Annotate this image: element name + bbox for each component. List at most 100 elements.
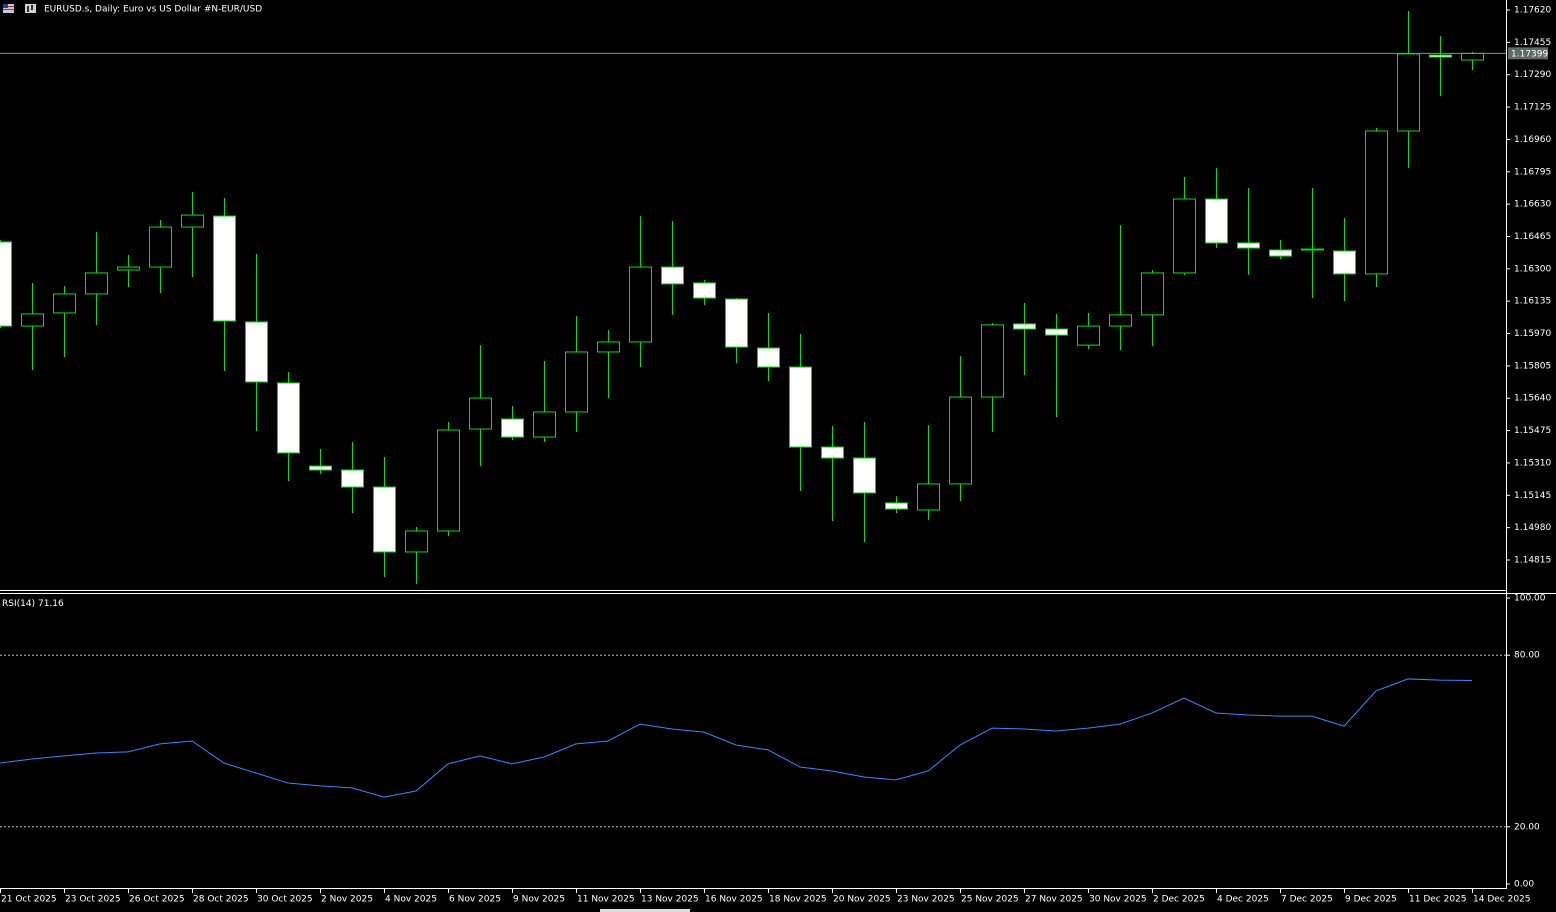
candle-body [341,469,364,488]
y-tick-label: 0.00 [1514,880,1534,890]
x-tick-label: 13 Nov 2025 [641,895,699,905]
x-tick-label: 2 Dec 2025 [1153,895,1205,905]
candle-body [1333,250,1356,275]
y-tick-label: 1.17290 [1514,70,1551,80]
candle-body [117,266,140,271]
indicator-name: RSI(14) [2,599,35,609]
x-tick-label: 20 Nov 2025 [833,895,891,905]
indicator-value: 71.16 [38,599,64,609]
flag-icon [3,4,8,8]
candle-body [1141,272,1164,316]
candle-body [629,266,652,343]
candle-body [21,313,44,327]
candle-body [1077,325,1100,346]
x-tick-label: 23 Oct 2025 [65,895,121,905]
x-tick-label: 4 Nov 2025 [385,895,437,905]
y-tick-label: 1.16135 [1514,297,1551,307]
y-tick-label: 1.17455 [1514,38,1551,48]
candle-body [213,215,236,322]
candle-body [981,324,1004,398]
candle-body [885,502,908,510]
scrollbar[interactable] [600,909,690,912]
candle-body [469,397,492,430]
flag-icon [3,6,14,7]
last-price-label: 1.17399 [1511,49,1548,59]
x-tick-label: 16 Nov 2025 [705,895,763,905]
y-tick-label: 1.17620 [1514,6,1551,16]
candle-body [853,457,876,494]
candle-body [949,396,972,485]
y-tick-label: 1.15640 [1514,394,1551,404]
candle-body [1045,328,1068,336]
candle-body [373,486,396,553]
candle-body [437,429,460,532]
x-tick-label: 6 Nov 2025 [449,895,501,905]
candle-body [277,382,300,454]
y-tick-label: 1.15805 [1514,361,1551,371]
chart-icon [31,5,33,10]
x-tick-label: 25 Nov 2025 [961,895,1019,905]
y-tick-label: 1.15310 [1514,458,1551,468]
x-tick-label: 23 Nov 2025 [897,895,955,905]
y-tick-label: 1.14815 [1514,556,1551,566]
y-tick-label: 1.17125 [1514,103,1551,113]
x-tick-label: 2 Nov 2025 [321,895,373,905]
candle-body [85,272,108,295]
chart-title: EURUSD.s, Daily: Euro vs US Dollar #N-EU… [44,5,262,15]
candle-body [1173,198,1196,274]
candle-body [1013,323,1036,330]
chart-icon [27,6,29,12]
indicator-label: RSI(14) 71.16 [2,599,64,609]
x-tick-label: 21 Oct 2025 [1,895,57,905]
x-tick-label: 30 Nov 2025 [1089,895,1147,905]
y-tick-label: 1.14980 [1514,523,1551,533]
candle-body [821,446,844,459]
candle-body [149,226,172,268]
y-tick-label: 1.16300 [1514,264,1551,274]
x-tick-label: 11 Nov 2025 [577,895,635,905]
x-tick-label: 11 Dec 2025 [1409,895,1467,905]
y-tick-label: 1.16960 [1514,135,1551,145]
candle-body [693,282,716,299]
candle-body [1269,249,1292,257]
x-tick-label: 18 Nov 2025 [769,895,827,905]
last-price-tag [1508,47,1548,60]
candle-body [0,241,12,327]
candle-body [789,366,812,448]
candle-body [1237,242,1260,249]
candle-body [405,530,428,553]
y-tick-label: 20.00 [1514,822,1540,832]
candle-body [597,341,620,353]
x-tick-label: 27 Nov 2025 [1025,895,1083,905]
x-tick-label: 28 Oct 2025 [193,895,249,905]
y-tick-label: 1.15970 [1514,329,1551,339]
candle-body [53,293,76,314]
candle-body [245,321,268,383]
x-tick-label: 9 Dec 2025 [1345,895,1397,905]
x-tick-label: 26 Oct 2025 [129,895,185,905]
candle-body [1397,53,1420,132]
flag-icon [3,9,14,10]
flag-icon [3,4,14,13]
candle-body [565,351,588,413]
candle-body [181,214,204,228]
y-tick-label: 1.16795 [1514,167,1551,177]
candle-body [725,298,748,348]
candle-body [533,411,556,438]
x-tick-label: 4 Dec 2025 [1217,895,1269,905]
candle-body [1429,54,1452,58]
rsi-line [0,678,1473,798]
y-tick-label: 1.15475 [1514,426,1551,436]
candle-body [309,465,332,471]
x-tick-label: 14 Dec 2025 [1473,895,1531,905]
candle-body [501,418,524,438]
candle-body [1461,52,1484,61]
y-tick-label: 1.16630 [1514,200,1551,210]
x-tick-label: 7 Dec 2025 [1281,895,1333,905]
symbol-icons[interactable] [3,4,36,13]
candle-body [917,483,940,511]
y-tick-label: 100.00 [1514,594,1546,604]
y-tick-label: 80.00 [1514,651,1540,661]
